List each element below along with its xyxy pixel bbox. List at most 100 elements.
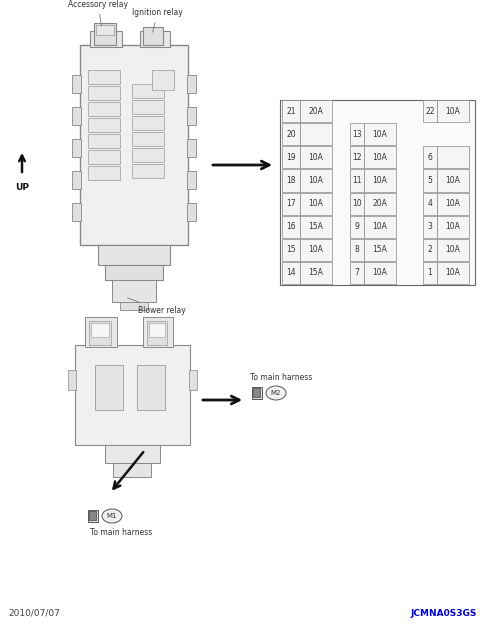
Text: 10: 10 [351, 199, 361, 208]
Text: Accessory relay: Accessory relay [68, 0, 128, 27]
Bar [98, 245, 170, 265]
Bar [132, 132, 164, 146]
Ellipse shape [265, 386, 286, 400]
Text: To main harness: To main harness [249, 373, 312, 382]
Text: 12: 12 [351, 153, 361, 162]
Bar [120, 302, 148, 310]
Bar [88, 102, 120, 116]
Text: UP: UP [15, 183, 29, 192]
Bar [436, 216, 468, 238]
Bar [363, 239, 395, 261]
Bar [349, 169, 363, 191]
Bar [187, 75, 196, 93]
Text: 10A: 10A [308, 199, 323, 208]
Bar [80, 45, 188, 245]
Text: 19: 19 [286, 153, 295, 162]
Text: 17: 17 [286, 199, 295, 208]
Bar [349, 262, 363, 284]
Bar [422, 146, 436, 168]
Text: 18: 18 [286, 176, 295, 185]
Bar [95, 365, 123, 410]
Text: 13: 13 [351, 130, 361, 138]
Bar [89, 321, 111, 345]
Text: 16: 16 [286, 222, 295, 231]
Bar [349, 123, 363, 145]
Bar [279, 100, 474, 285]
Bar [132, 84, 164, 98]
Bar [281, 239, 300, 261]
Bar [422, 239, 436, 261]
Bar [189, 370, 197, 390]
Text: 1: 1 [427, 269, 431, 277]
Bar [187, 107, 196, 125]
Bar [105, 265, 163, 280]
Text: 9: 9 [354, 222, 359, 231]
Bar [113, 463, 151, 477]
Text: 10A: 10A [372, 153, 387, 162]
Bar [88, 150, 120, 164]
Bar [422, 262, 436, 284]
Text: 5: 5 [427, 176, 432, 185]
Text: 10A: 10A [308, 153, 323, 162]
Bar [300, 239, 332, 261]
Text: 10A: 10A [445, 222, 459, 231]
Text: 10A: 10A [372, 222, 387, 231]
Bar [88, 86, 120, 100]
Text: 14: 14 [286, 269, 295, 277]
Bar [90, 31, 122, 47]
Text: 20: 20 [286, 130, 295, 138]
Text: 15A: 15A [372, 245, 387, 254]
Text: 6: 6 [427, 153, 432, 162]
Bar [436, 262, 468, 284]
Text: 10A: 10A [445, 199, 459, 208]
Bar [349, 193, 363, 215]
Bar [136, 365, 165, 410]
Text: 20A: 20A [308, 107, 323, 116]
Bar [281, 146, 300, 168]
Bar [88, 166, 120, 180]
Bar [422, 100, 436, 122]
Bar [132, 148, 164, 162]
Bar [72, 171, 81, 189]
Bar [72, 203, 81, 221]
Bar [143, 27, 163, 45]
Text: 11: 11 [351, 176, 361, 185]
Bar [132, 116, 164, 130]
Bar [300, 169, 332, 191]
Bar [72, 107, 81, 125]
Text: 15A: 15A [308, 269, 323, 277]
Bar [112, 280, 156, 302]
Bar [147, 321, 166, 345]
Bar [88, 134, 120, 148]
Bar [187, 203, 196, 221]
Bar [89, 511, 96, 520]
Bar [363, 123, 395, 145]
Text: 21: 21 [286, 107, 295, 116]
Bar [85, 317, 117, 347]
Bar [281, 100, 300, 122]
Bar [96, 25, 114, 35]
Bar [300, 146, 332, 168]
Bar [436, 100, 468, 122]
Bar [422, 216, 436, 238]
Bar [105, 445, 160, 463]
Text: Blower relay: Blower relay [127, 298, 185, 315]
Text: 10A: 10A [308, 245, 323, 254]
Bar [300, 123, 332, 145]
Text: M1: M1 [106, 513, 117, 519]
Text: 8: 8 [354, 245, 359, 254]
Bar [253, 388, 259, 397]
Bar [422, 169, 436, 191]
Bar [436, 169, 468, 191]
Text: JCMNA0S3GS: JCMNA0S3GS [410, 609, 476, 618]
Text: 3: 3 [427, 222, 432, 231]
Text: 15: 15 [286, 245, 295, 254]
Bar [151, 70, 174, 90]
Bar [187, 139, 196, 157]
Bar [132, 164, 164, 178]
Bar [281, 262, 300, 284]
Text: 10A: 10A [372, 130, 387, 138]
Text: M2: M2 [270, 390, 281, 396]
Text: 10A: 10A [445, 269, 459, 277]
Bar [363, 193, 395, 215]
